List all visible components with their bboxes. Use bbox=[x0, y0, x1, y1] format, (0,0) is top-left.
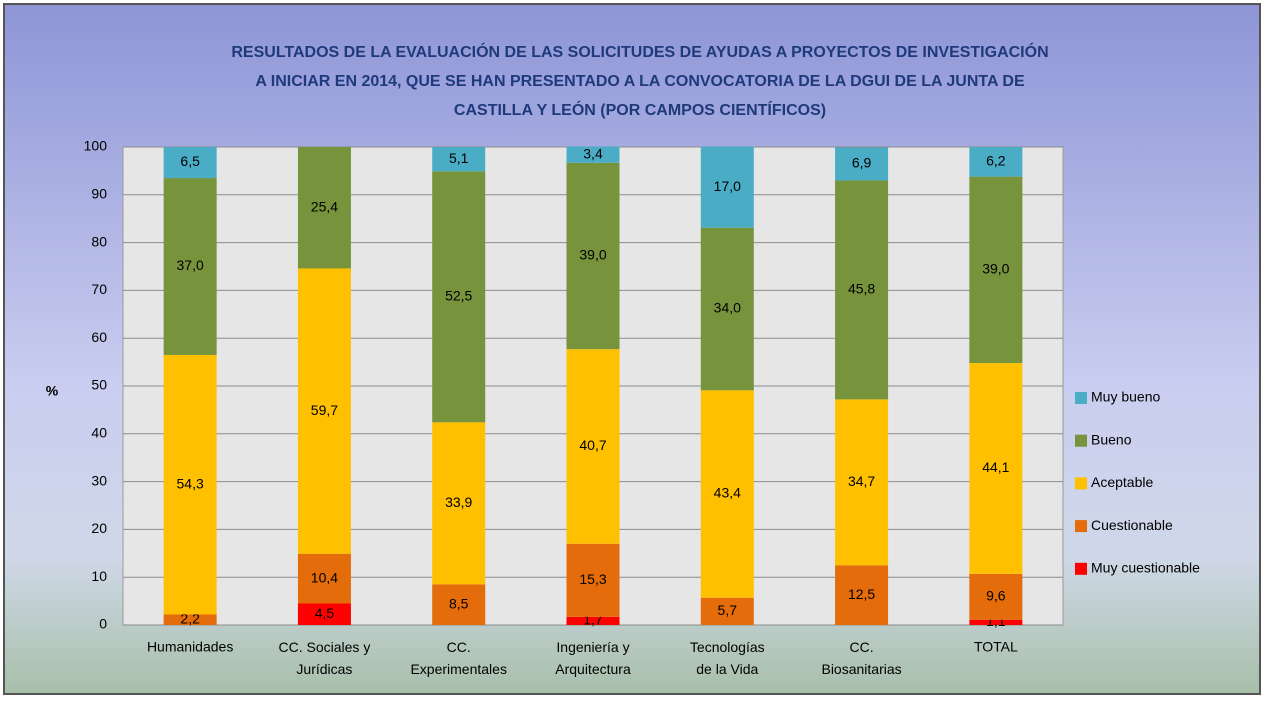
y-tick-label: 10 bbox=[91, 568, 107, 584]
bar-segment bbox=[297, 553, 351, 604]
y-tick-label: 20 bbox=[91, 520, 107, 536]
y-tick-label: 60 bbox=[91, 329, 107, 345]
y-tick-label: 100 bbox=[84, 138, 108, 154]
data-label: 54,3 bbox=[177, 475, 204, 491]
bar-segment bbox=[432, 147, 486, 172]
bar-segment bbox=[297, 268, 351, 554]
bar-segment bbox=[163, 614, 217, 625]
data-label: 43,4 bbox=[714, 485, 741, 501]
bar-segment bbox=[163, 178, 217, 355]
x-tick-label: CC. Sociales y Jurídicas bbox=[279, 639, 371, 677]
data-label: 6,5 bbox=[180, 153, 200, 169]
x-tick-label: CC. Experimentales bbox=[410, 639, 507, 677]
chart-title: RESULTADOS DE LA EVALUACIÓN DE LAS SOLIC… bbox=[231, 42, 1048, 119]
data-label: 34,0 bbox=[714, 300, 741, 316]
bar-segment bbox=[835, 180, 889, 400]
legend-swatch bbox=[1075, 520, 1087, 533]
bar-segment bbox=[969, 363, 1023, 574]
data-label: 3,4 bbox=[583, 145, 603, 161]
bar-segment bbox=[566, 162, 620, 350]
data-label: 5,1 bbox=[449, 150, 469, 166]
legend-swatch bbox=[1075, 562, 1087, 575]
y-tick-label: 70 bbox=[91, 281, 107, 297]
data-label: 52,5 bbox=[445, 288, 472, 304]
bar-segment bbox=[297, 147, 351, 269]
bar-segment bbox=[969, 176, 1023, 364]
y-tick-label: 90 bbox=[91, 186, 107, 202]
bar-segment bbox=[566, 146, 620, 163]
data-label: 10,4 bbox=[311, 569, 338, 585]
data-label: 6,2 bbox=[986, 153, 1006, 169]
y-axis-label: % bbox=[46, 383, 59, 399]
bar-segment bbox=[835, 399, 889, 566]
bar-segment bbox=[566, 543, 620, 617]
bar-segment bbox=[163, 147, 217, 179]
x-tick-label: TOTAL bbox=[974, 639, 1018, 655]
data-label: 25,4 bbox=[311, 198, 338, 214]
x-tick-label: Ingeniería y Arquitectura bbox=[555, 639, 631, 677]
legend-label: Bueno bbox=[1091, 431, 1132, 447]
bar-segment bbox=[969, 147, 1023, 177]
bar-segment bbox=[163, 354, 217, 615]
data-label: 5,7 bbox=[718, 602, 738, 618]
bar-segment bbox=[700, 146, 754, 228]
legend-label: Muy bueno bbox=[1091, 389, 1160, 405]
y-tick-label: 80 bbox=[91, 233, 107, 249]
y-tick-label: 0 bbox=[99, 616, 107, 632]
bar-segment bbox=[432, 422, 486, 585]
bar-segment bbox=[566, 349, 620, 544]
bar-segment bbox=[432, 171, 486, 423]
data-label: 6,9 bbox=[852, 155, 872, 171]
data-label: 33,9 bbox=[445, 494, 472, 510]
y-tick-label: 30 bbox=[91, 472, 107, 488]
x-tick-label: Tecnologías de la Vida bbox=[690, 639, 765, 677]
data-label: 9,6 bbox=[986, 588, 1006, 604]
data-label: 40,7 bbox=[579, 437, 606, 453]
legend-label: Aceptable bbox=[1091, 474, 1153, 490]
bar-segment bbox=[835, 147, 889, 181]
data-label: 17,0 bbox=[714, 178, 741, 194]
data-label: 37,0 bbox=[177, 257, 204, 273]
data-label: 12,5 bbox=[848, 586, 875, 602]
data-label: 44,1 bbox=[982, 459, 1009, 475]
data-label: 4,5 bbox=[315, 605, 335, 621]
data-label: 8,5 bbox=[449, 595, 469, 611]
data-label: 15,3 bbox=[579, 571, 606, 587]
data-label: 39,0 bbox=[982, 261, 1009, 277]
legend-swatch bbox=[1075, 392, 1087, 404]
bar-segment bbox=[432, 584, 486, 625]
bar-segment bbox=[969, 619, 1023, 625]
bar-segment bbox=[297, 603, 351, 625]
bar-segment bbox=[700, 227, 754, 391]
bar-segment bbox=[969, 573, 1023, 620]
y-tick-label: 50 bbox=[91, 377, 107, 393]
y-tick-label: 40 bbox=[91, 425, 107, 441]
bar-segment bbox=[700, 597, 754, 625]
data-label: 45,8 bbox=[848, 281, 875, 297]
legend-swatch bbox=[1075, 434, 1087, 447]
data-label: 39,0 bbox=[579, 247, 606, 263]
bar-segment bbox=[835, 565, 889, 625]
x-tick-label: CC. Biosanitarias bbox=[821, 639, 901, 677]
bar-segment bbox=[566, 616, 620, 625]
data-label: 34,7 bbox=[848, 473, 875, 489]
x-tick-label: Humanidades bbox=[147, 639, 233, 655]
bar-segment bbox=[700, 390, 754, 598]
data-label: 59,7 bbox=[311, 402, 338, 418]
legend-label: Muy cuestionable bbox=[1091, 560, 1200, 576]
legend-swatch bbox=[1075, 477, 1087, 490]
legend-label: Cuestionable bbox=[1091, 517, 1173, 533]
